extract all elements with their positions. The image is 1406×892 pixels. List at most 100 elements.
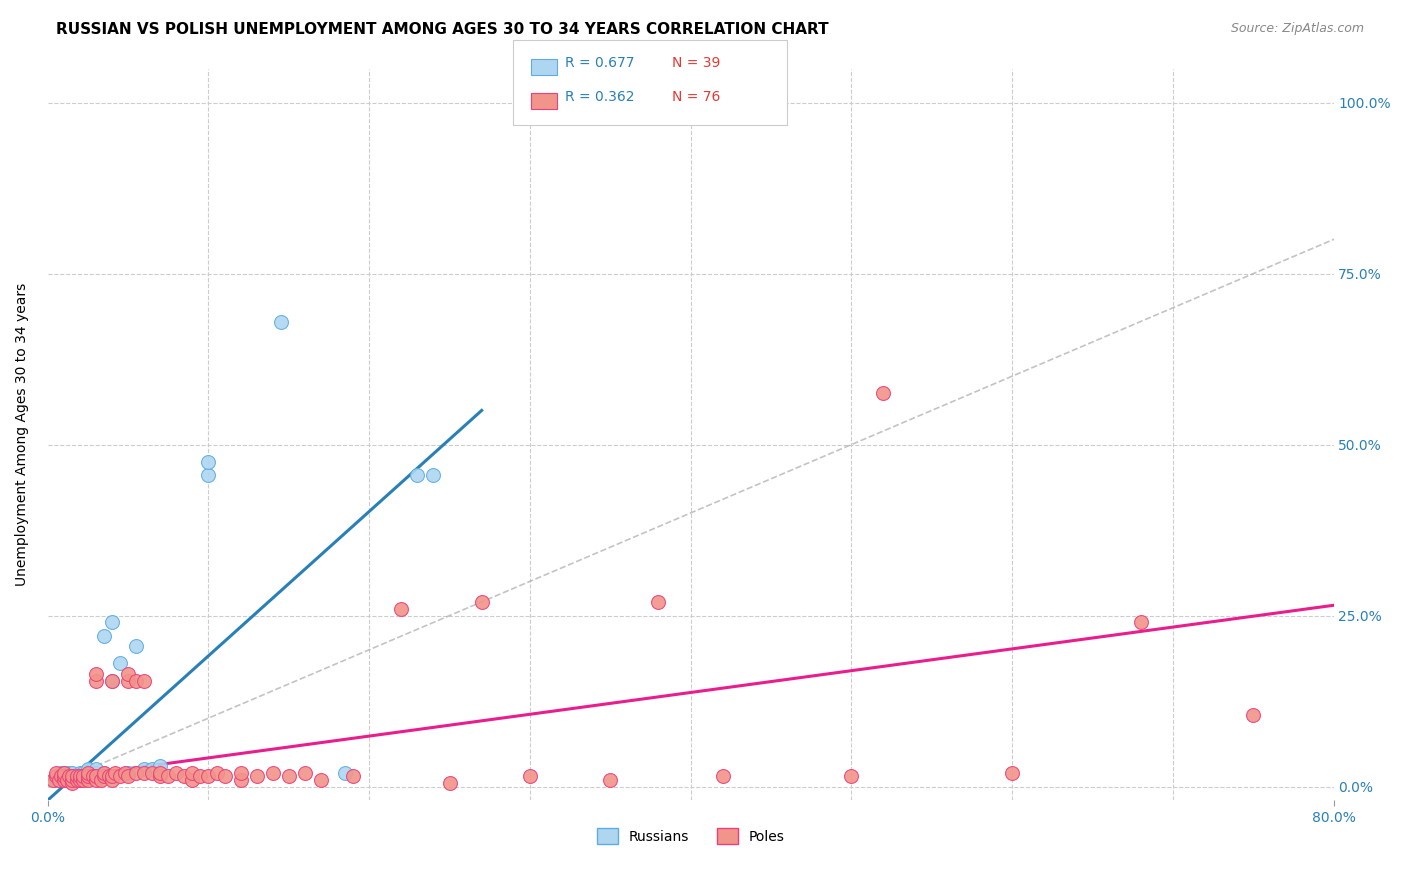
Point	[197, 468, 219, 483]
Point	[66, 769, 89, 783]
Point	[60, 776, 83, 790]
Point	[157, 769, 180, 783]
Point	[117, 769, 139, 783]
Point	[406, 468, 429, 483]
Point	[101, 769, 124, 783]
Point	[60, 765, 83, 780]
Text: R = 0.362: R = 0.362	[565, 90, 634, 104]
Point	[333, 765, 356, 780]
Point	[84, 673, 107, 688]
Point	[149, 765, 172, 780]
Point	[1129, 615, 1152, 630]
Point	[471, 595, 494, 609]
Point	[49, 765, 72, 780]
Point	[165, 765, 187, 780]
Point	[197, 769, 219, 783]
Point	[108, 657, 131, 671]
Point	[114, 765, 136, 780]
Point	[66, 769, 89, 783]
Point	[77, 769, 100, 783]
Point	[72, 769, 94, 783]
Point	[97, 769, 120, 783]
Point	[45, 765, 67, 780]
Point	[69, 769, 91, 783]
Point	[149, 759, 172, 773]
Point	[93, 769, 115, 783]
Point	[52, 769, 75, 783]
Point	[49, 769, 72, 783]
Point	[77, 763, 100, 777]
Point	[48, 769, 70, 783]
Point	[72, 765, 94, 780]
Point	[149, 769, 172, 783]
Point	[117, 673, 139, 688]
Legend: Russians, Poles: Russians, Poles	[596, 828, 785, 845]
Point	[84, 765, 107, 780]
Point	[72, 772, 94, 787]
Point	[58, 769, 80, 783]
Point	[66, 772, 89, 787]
Point	[52, 772, 75, 787]
Text: N = 76: N = 76	[672, 90, 720, 104]
Point	[101, 615, 124, 630]
Point	[125, 673, 148, 688]
Point	[309, 772, 332, 787]
Point	[77, 772, 100, 787]
Point	[56, 772, 79, 787]
Point	[84, 769, 107, 783]
Point	[104, 765, 127, 780]
Point	[246, 769, 269, 783]
Point	[134, 765, 156, 780]
Point	[69, 772, 91, 787]
Point	[422, 468, 444, 483]
Point	[134, 763, 156, 777]
Point	[52, 765, 75, 780]
Point	[69, 765, 91, 780]
Point	[141, 763, 163, 777]
Point	[125, 640, 148, 654]
Text: RUSSIAN VS POLISH UNEMPLOYMENT AMONG AGES 30 TO 34 YEARS CORRELATION CHART: RUSSIAN VS POLISH UNEMPLOYMENT AMONG AGE…	[56, 22, 830, 37]
Point	[90, 772, 112, 787]
Point	[277, 769, 299, 783]
Point	[181, 772, 204, 787]
Point	[48, 772, 70, 787]
Point	[84, 772, 107, 787]
Point	[841, 769, 863, 783]
Point	[173, 769, 195, 783]
Point	[56, 772, 79, 787]
Text: N = 39: N = 39	[672, 56, 720, 70]
Point	[1001, 765, 1024, 780]
Point	[60, 769, 83, 783]
Point	[439, 776, 461, 790]
Point	[45, 769, 67, 783]
Point	[270, 314, 292, 328]
Point	[229, 772, 252, 787]
Point	[93, 765, 115, 780]
Point	[58, 765, 80, 780]
Point	[262, 765, 284, 780]
Point	[205, 765, 228, 780]
Point	[711, 769, 734, 783]
Point	[294, 765, 316, 780]
Point	[181, 765, 204, 780]
Point	[190, 769, 212, 783]
Point	[647, 595, 669, 609]
Point	[84, 763, 107, 777]
Point	[117, 666, 139, 681]
Point	[229, 765, 252, 780]
Point	[101, 673, 124, 688]
Point	[77, 765, 100, 780]
Point	[117, 765, 139, 780]
Point	[108, 769, 131, 783]
Point	[45, 772, 67, 787]
Point	[389, 601, 412, 615]
Point	[84, 666, 107, 681]
Point	[52, 772, 75, 787]
Point	[82, 769, 104, 783]
Point	[134, 673, 156, 688]
Point	[52, 765, 75, 780]
Point	[101, 772, 124, 787]
Point	[342, 769, 364, 783]
Point	[77, 769, 100, 783]
Point	[125, 765, 148, 780]
